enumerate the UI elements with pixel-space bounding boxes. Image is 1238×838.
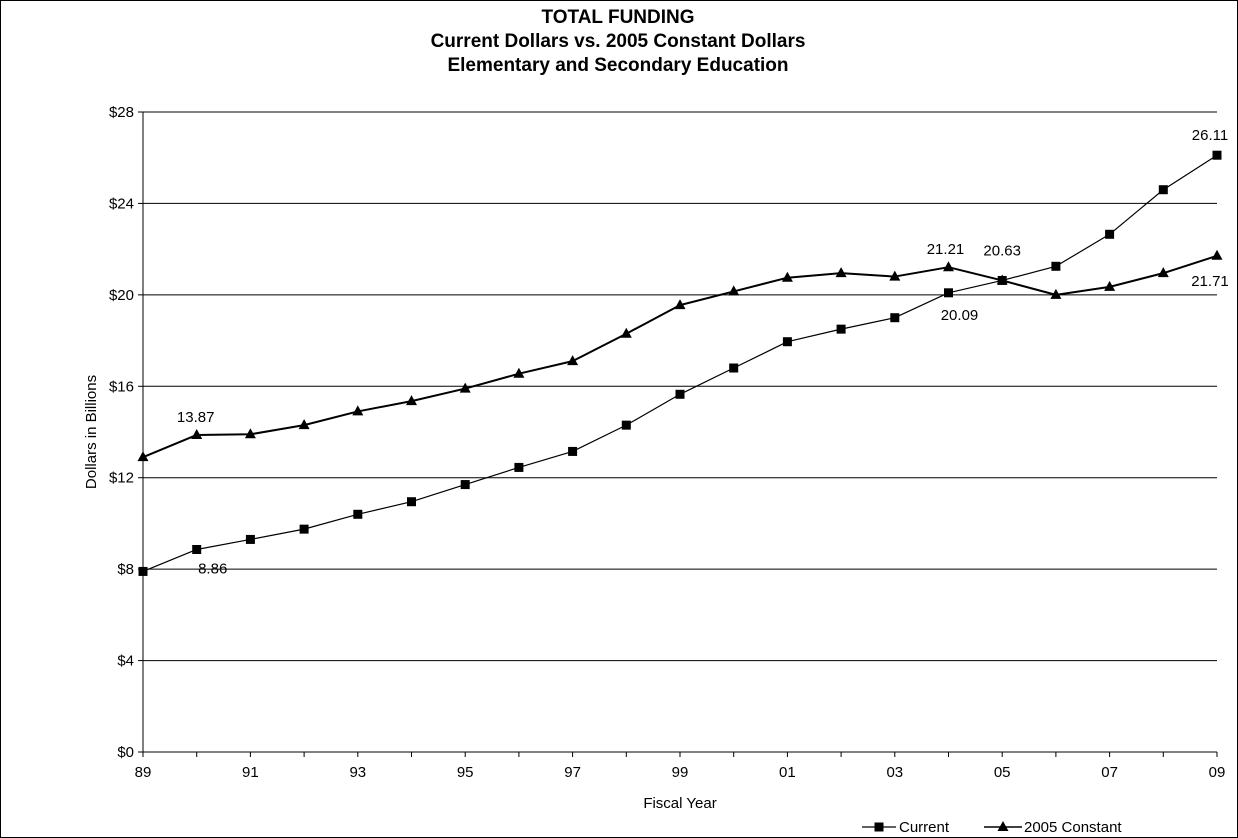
- x-tick-label: 01: [779, 764, 796, 781]
- data-point-current: [192, 544, 202, 554]
- series-group: [137, 150, 1223, 576]
- data-point-2005-constant: [352, 405, 364, 416]
- series-line-current: [142, 154, 1218, 572]
- y-tick-label: $0: [117, 744, 134, 761]
- chart-title-line-3: Elementary and Secondary Education: [447, 55, 789, 76]
- data-point-current: [1105, 229, 1115, 239]
- legend-current-label: Current: [899, 819, 950, 836]
- data-point-2005-constant: [137, 451, 149, 462]
- legend-item-current: Current: [862, 819, 950, 836]
- y-axis-ticks: $0 $4 $8 $12 $16 $20 $24 $28: [109, 104, 143, 761]
- data-point-current: [1212, 150, 1222, 160]
- data-label: 21.71: [1191, 273, 1229, 290]
- y-axis-label: Dollars in Billions: [83, 375, 100, 489]
- data-label: 13.87: [177, 409, 215, 426]
- data-point-current: [782, 337, 792, 347]
- data-point-2005-constant: [996, 274, 1008, 285]
- y-tick-label: $8: [117, 561, 134, 578]
- x-axis-label: Fiscal Year: [643, 795, 716, 812]
- data-point-current: [1051, 261, 1061, 271]
- data-point-2005-constant: [459, 382, 471, 393]
- data-point-2005-constant: [1104, 280, 1116, 291]
- gridlines: [143, 111, 1217, 662]
- data-point-current: [460, 480, 470, 490]
- legend-item-2005-constant: 2005 Constant: [984, 819, 1122, 836]
- data-point-current: [729, 363, 739, 373]
- data-point-current: [1158, 185, 1168, 195]
- y-tick-label: $4: [117, 653, 134, 670]
- data-point-2005-constant: [1211, 249, 1223, 260]
- data-label: 21.21: [927, 241, 965, 258]
- legend-constant-label: 2005 Constant: [1024, 819, 1122, 836]
- data-point-2005-constant: [1050, 288, 1062, 299]
- x-tick-label: 07: [1101, 764, 1118, 781]
- data-point-2005-constant: [244, 428, 256, 439]
- x-tick-label: 05: [994, 764, 1011, 781]
- data-point-2005-constant: [674, 299, 686, 310]
- data-point-2005-constant: [835, 267, 847, 278]
- data-label: 20.63: [983, 242, 1021, 259]
- data-point-current: [138, 566, 148, 576]
- x-tick-label: 97: [564, 764, 581, 781]
- y-tick-label: $24: [109, 195, 134, 212]
- chart-title-line-1: TOTAL FUNDING: [541, 7, 695, 28]
- x-tick-label: 99: [672, 764, 689, 781]
- data-point-2005-constant: [298, 419, 310, 430]
- data-point-current: [621, 420, 631, 430]
- y-tick-label: $12: [109, 470, 134, 487]
- data-point-current: [568, 446, 578, 456]
- data-point-2005-constant: [728, 285, 740, 296]
- x-axis-ticks: 89 91 93 95 97 99 01 03 05 07 09: [135, 752, 1226, 781]
- x-tick-label: 93: [349, 764, 366, 781]
- data-point-2005-constant: [943, 261, 954, 272]
- x-tick-label: 03: [886, 764, 903, 781]
- x-tick-label: 09: [1209, 764, 1226, 781]
- y-tick-label: $20: [109, 287, 134, 304]
- data-point-current: [944, 288, 953, 298]
- x-tick-label: 91: [242, 764, 259, 781]
- data-point-2005-constant: [1157, 267, 1169, 278]
- data-point-2005-constant: [889, 270, 901, 281]
- data-label: 20.09: [941, 307, 979, 324]
- y-tick-label: $28: [109, 104, 134, 121]
- data-point-2005-constant: [781, 271, 793, 282]
- data-point-2005-constant: [567, 355, 579, 366]
- x-tick-label: 95: [457, 764, 474, 781]
- data-label: 26.11: [1192, 127, 1228, 144]
- legend-constant-marker: [997, 821, 1009, 831]
- chart-title: TOTAL FUNDING Current Dollars vs. 2005 C…: [0, 6, 1236, 78]
- data-point-current: [407, 497, 416, 507]
- data-point-2005-constant: [620, 327, 632, 338]
- data-point-current: [836, 324, 846, 334]
- data-point-2005-constant: [191, 428, 203, 439]
- data-point-current: [353, 509, 363, 519]
- data-point-current: [245, 534, 255, 544]
- chart-title-line-2: Current Dollars vs. 2005 Constant Dollar…: [430, 31, 806, 52]
- data-label: 8.86: [198, 560, 227, 577]
- data-point-2005-constant: [406, 395, 417, 406]
- legend: Current 2005 Constant: [862, 819, 1122, 836]
- legend-current-marker: [874, 822, 884, 832]
- data-point-2005-constant: [513, 367, 525, 378]
- data-point-current: [514, 462, 524, 472]
- data-point-current: [299, 524, 309, 534]
- data-point-current: [675, 389, 685, 399]
- y-tick-label: $16: [109, 378, 134, 395]
- data-point-current: [890, 313, 900, 323]
- data-labels: 8.86 20.09 20.63 26.11 13.87 21.21 21.71: [177, 127, 1229, 577]
- x-tick-label: 89: [135, 764, 152, 781]
